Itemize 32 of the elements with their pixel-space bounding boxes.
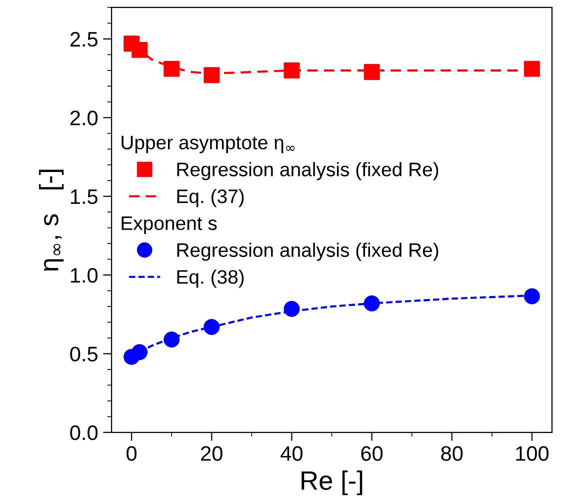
point — [204, 67, 220, 84]
legend-label: Eq. (37) — [177, 188, 244, 208]
legend-label: Regression analysis (fixed Re) — [177, 162, 438, 180]
point — [524, 288, 540, 304]
point — [132, 344, 148, 360]
x-tick-label: 60 — [361, 446, 383, 461]
point — [284, 62, 300, 78]
point — [164, 60, 180, 77]
y-tick-label: 2.5 — [70, 32, 98, 47]
point — [364, 295, 380, 312]
x-tick-label: 100 — [516, 446, 549, 461]
point — [164, 332, 180, 348]
annotation: Upper asymptote η$_{∞}$ — [122, 136, 294, 154]
x-tick-label: 40 — [280, 446, 302, 461]
x-tick-label: 20 — [201, 446, 222, 461]
y-axis-title: η$_{∞}$, s [-] — [39, 170, 64, 271]
point — [132, 42, 148, 58]
y-tick-label: 2.0 — [70, 110, 98, 126]
point — [364, 64, 380, 80]
point — [524, 60, 540, 77]
y-tick-label: 1.0 — [70, 268, 98, 283]
point — [284, 300, 300, 317]
legend-label: Regression analysis (fixed Re) — [177, 242, 438, 261]
x-tick-label: 80 — [441, 446, 463, 461]
y-tick-label: 1.5 — [70, 190, 98, 204]
legend-label: Eq. (38) — [177, 270, 244, 288]
y-tick-label: 0.5 — [70, 346, 98, 362]
annotation: Exponent s — [122, 216, 217, 234]
x-tick-label: 0 — [126, 446, 137, 461]
y-tick-label: 0.0 — [70, 425, 98, 440]
point — [204, 318, 220, 335]
x-axis-title: Re [-] — [302, 470, 362, 496]
